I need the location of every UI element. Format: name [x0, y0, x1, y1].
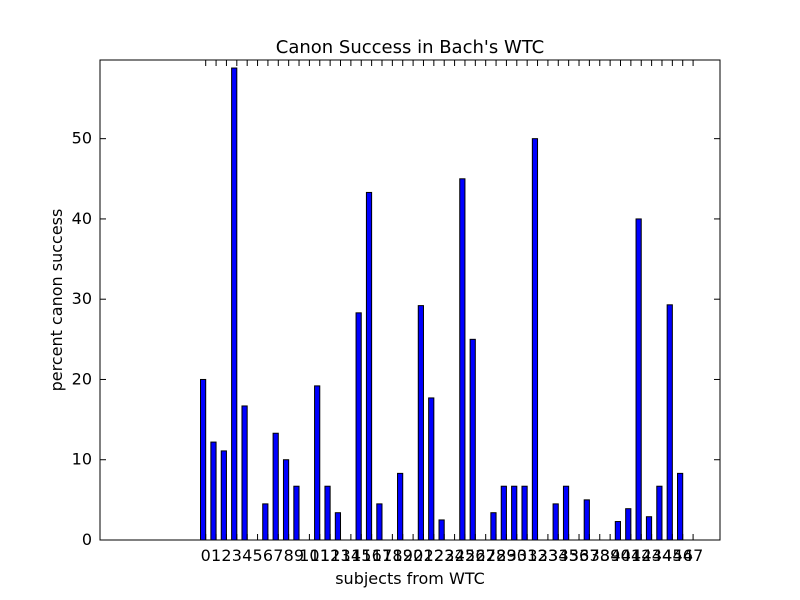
chart-title: Canon Success in Bach's WTC [276, 37, 545, 58]
bar-17 [376, 503, 383, 541]
x-tick-label: 31 [517, 546, 537, 565]
bar-26 [469, 338, 476, 541]
bar-9 [293, 485, 300, 541]
x-tick-label: 6 [263, 546, 273, 565]
x-tick-label: 46 [673, 546, 693, 565]
x-tick-label: 45 [662, 546, 682, 565]
x-tick-label: 12 [320, 546, 340, 565]
x-tick-label: 29 [496, 546, 516, 565]
x-tick-label: 13 [330, 546, 350, 565]
x-tick-label: 20 [403, 546, 423, 565]
x-tick-label: 28 [486, 546, 506, 565]
bar-13 [334, 512, 342, 541]
bar-8 [282, 459, 290, 541]
x-tick-label: 7 [273, 546, 283, 565]
bar-34 [552, 503, 559, 541]
x-tick-label: 35 [558, 546, 578, 565]
x-tick-label: 44 [652, 546, 672, 565]
bar-25 [459, 178, 466, 541]
bar-41 [625, 508, 632, 541]
y-tick-label: 30 [72, 289, 92, 308]
bar-46 [677, 472, 684, 541]
bar-31 [521, 485, 528, 541]
plot-frame [99, 59, 721, 541]
bar-3 [231, 67, 238, 541]
y-ticks-group: 0 10 20 30 40 50 [72, 129, 720, 549]
x-tick-label: 24 [444, 546, 464, 565]
x-tick-label: 39 [600, 546, 620, 565]
x-tick-label: 15 [351, 546, 371, 565]
bar-23 [438, 519, 445, 541]
bar-40 [614, 521, 621, 541]
bar-44 [656, 485, 663, 541]
bar-0 [200, 378, 207, 541]
x-tick-label: 34 [548, 546, 568, 565]
x-tick-label: 41 [621, 546, 641, 565]
bar-15 [355, 312, 362, 541]
x-tick-label: 47 [683, 546, 703, 565]
x-tick-label: 1 [211, 546, 221, 565]
bar-19 [397, 472, 404, 541]
x-tick-label: 43 [641, 546, 661, 565]
bar-12 [324, 485, 331, 541]
x-tick-label: 0 [201, 546, 211, 565]
x-tick-label: 21 [413, 546, 433, 565]
y-tick-label: 0 [82, 530, 92, 549]
bar-42 [635, 218, 642, 541]
bar-30 [511, 485, 518, 541]
bar-28 [490, 512, 497, 541]
bar-29 [500, 485, 507, 541]
x-tick-label: 33 [538, 546, 558, 565]
x-tick-label: 30 [507, 546, 527, 565]
x-tick-label: 38 [590, 546, 610, 565]
x-tick-label: 9 [294, 546, 304, 565]
y-tick-label: 20 [72, 369, 92, 388]
x-tick-label: 37 [579, 546, 599, 565]
bar-37 [583, 499, 590, 541]
x-tick-label: 4 [242, 546, 252, 565]
bar-21 [417, 305, 424, 541]
bar-43 [645, 516, 653, 541]
y-axis-label: percent canon success [47, 209, 66, 392]
bar-16 [365, 191, 373, 541]
x-tick-label: 3 [232, 546, 242, 565]
x-tick-label: 27 [476, 546, 496, 565]
x-tick-label: 23 [434, 546, 454, 565]
bar-11 [314, 385, 321, 541]
x-tick-label: 22 [424, 546, 444, 565]
bar-2 [220, 450, 227, 541]
bar-32 [531, 138, 539, 541]
x-tick-label: 11 [310, 546, 330, 565]
x-tick-label: 8 [284, 546, 294, 565]
x-tick-label: 14 [341, 546, 361, 565]
bar-22 [428, 397, 435, 541]
y-tick-label: 40 [72, 209, 92, 228]
bar-45 [666, 304, 673, 541]
bar-1 [210, 441, 217, 541]
x-tick-label: 25 [455, 546, 475, 565]
bar-4 [241, 405, 248, 541]
x-tick-label: 19 [393, 546, 413, 565]
x-tick-label: 5 [252, 546, 262, 565]
x-tick-label: 32 [527, 546, 547, 565]
x-tick-label: 2 [221, 546, 231, 565]
x-tick-label: 36 [569, 546, 589, 565]
bar-6 [262, 503, 269, 541]
bars-group [200, 67, 684, 541]
x-tick-label: 26 [465, 546, 485, 565]
x-tick-label: 18 [382, 546, 402, 565]
bar-35 [562, 485, 570, 541]
x-tick-label: 42 [631, 546, 651, 565]
y-tick-label: 50 [72, 129, 92, 148]
x-ticks-group: 0 1 2 3 4 5 6 7 8 9101112131415161718192021222324… [201, 60, 703, 565]
x-tick-label: 16 [361, 546, 381, 565]
x-tick-label: 10 [299, 546, 319, 565]
x-axis-label: subjects from WTC [335, 569, 485, 588]
x-tick-label: 17 [372, 546, 392, 565]
bar-7 [272, 432, 279, 541]
x-tick-label: 40 [610, 546, 630, 565]
y-tick-label: 10 [72, 450, 92, 469]
